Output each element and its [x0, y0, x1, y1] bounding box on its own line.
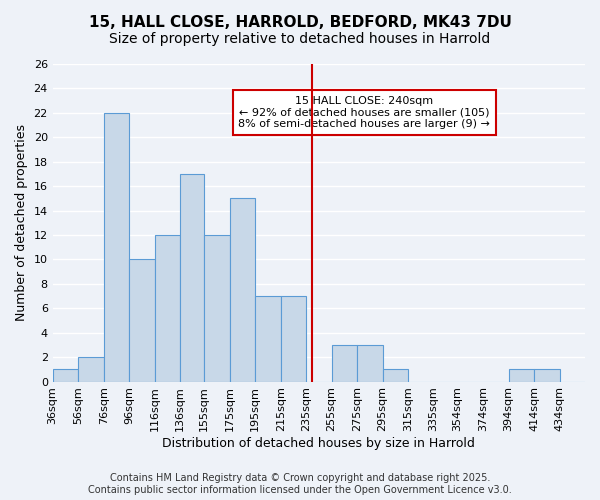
Bar	[180, 174, 204, 382]
Bar	[332, 345, 357, 382]
Bar	[534, 370, 560, 382]
Text: Size of property relative to detached houses in Harrold: Size of property relative to detached ho…	[109, 32, 491, 46]
Y-axis label: Number of detached properties: Number of detached properties	[15, 124, 28, 322]
X-axis label: Distribution of detached houses by size in Harrold: Distribution of detached houses by size …	[163, 437, 475, 450]
Bar	[78, 357, 104, 382]
Bar	[129, 260, 155, 382]
Bar	[281, 296, 306, 382]
Text: Contains HM Land Registry data © Crown copyright and database right 2025.
Contai: Contains HM Land Registry data © Crown c…	[88, 474, 512, 495]
Bar	[230, 198, 255, 382]
Text: 15, HALL CLOSE, HARROLD, BEDFORD, MK43 7DU: 15, HALL CLOSE, HARROLD, BEDFORD, MK43 7…	[89, 15, 511, 30]
Bar	[155, 235, 180, 382]
Text: 15 HALL CLOSE: 240sqm
← 92% of detached houses are smaller (105)
8% of semi-deta: 15 HALL CLOSE: 240sqm ← 92% of detached …	[238, 96, 490, 129]
Bar	[509, 370, 534, 382]
Bar	[104, 113, 129, 382]
Bar	[53, 370, 78, 382]
Bar	[357, 345, 383, 382]
Bar	[255, 296, 281, 382]
Bar	[383, 370, 408, 382]
Bar	[204, 235, 230, 382]
